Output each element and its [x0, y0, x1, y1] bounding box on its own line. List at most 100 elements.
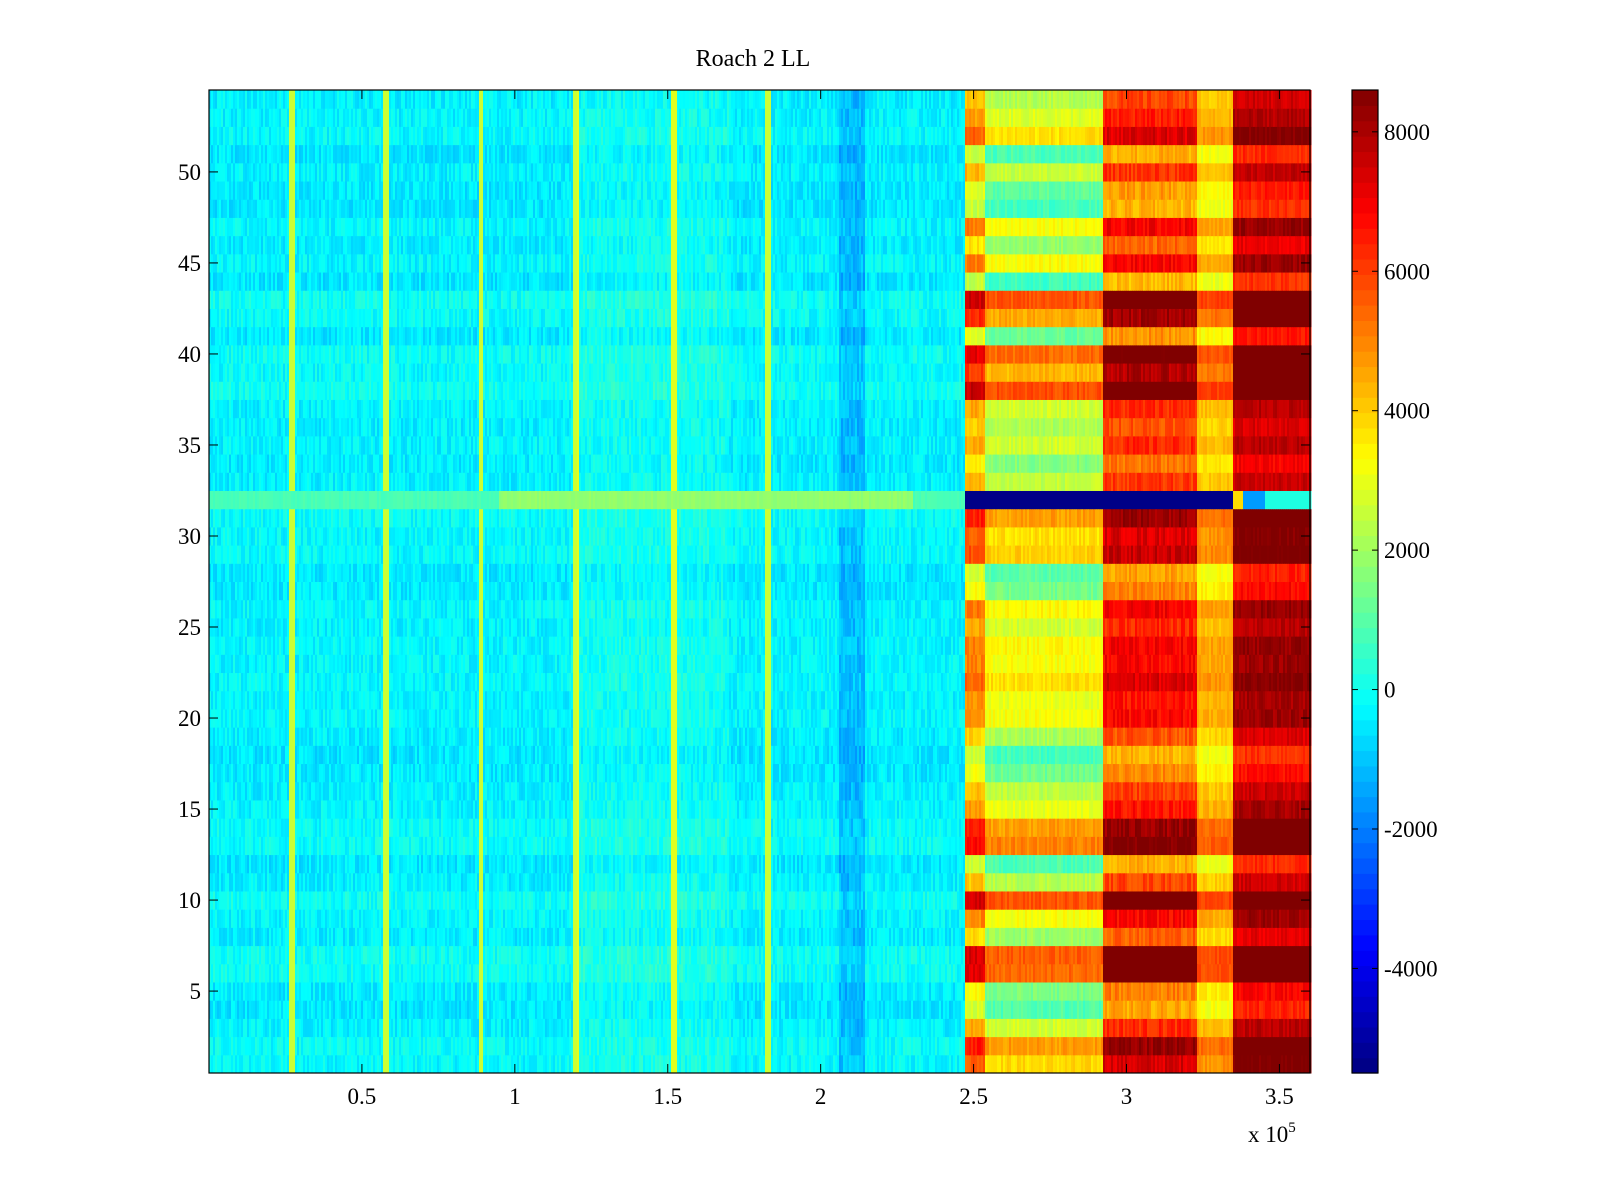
heatmap-cell: [1217, 1036, 1220, 1056]
heatmap-cell: [741, 1000, 744, 1019]
heatmap-cell: [861, 1000, 864, 1019]
heatmap-cell: [355, 1036, 358, 1056]
heatmap-cell: [455, 1054, 458, 1074]
heatmap-cell: [921, 1036, 924, 1056]
heatmap-cell: [1069, 1054, 1072, 1074]
heatmap-cell: [1235, 1018, 1238, 1038]
heatmap-cell: [1065, 1018, 1068, 1038]
heatmap-cell: [747, 1000, 750, 1019]
heatmap-cell: [571, 1054, 574, 1074]
heatmap-cell: [417, 1054, 420, 1074]
heatmap-cell: [565, 1018, 568, 1038]
heatmap-cell: [253, 1000, 256, 1019]
heatmap-cell: [619, 1054, 622, 1074]
heatmap-cell: [753, 1018, 756, 1038]
heatmap-cell: [1245, 1018, 1248, 1038]
heatmap-cell: [1155, 1018, 1158, 1038]
heatmap-cell: [729, 1054, 732, 1074]
heatmap-cell: [447, 1054, 450, 1074]
heatmap-cell: [955, 1000, 958, 1019]
heatmap-cell: [267, 1018, 270, 1038]
heatmap-cell: [447, 1018, 450, 1038]
heatmap-cell: [295, 1018, 298, 1038]
heatmap-cell: [567, 1054, 570, 1074]
heatmap-cell: [1097, 1018, 1100, 1038]
heatmap-cell: [593, 1036, 596, 1056]
heatmap-cell: [1003, 1000, 1006, 1019]
heatmap-cell: [1075, 1054, 1078, 1074]
heatmap-cell: [585, 1018, 588, 1038]
heatmap-cell: [839, 1018, 842, 1038]
heatmap-cell: [427, 1000, 430, 1019]
heatmap-cell: [549, 1000, 552, 1019]
heatmap-cell: [1133, 1018, 1136, 1038]
heatmap-cell: [963, 1054, 966, 1074]
heatmap-cell: [749, 1036, 752, 1056]
heatmap-cell: [547, 1000, 550, 1019]
heatmap-cell: [757, 1054, 760, 1074]
heatmap-cell: [637, 1036, 640, 1056]
heatmap-cell: [373, 1036, 376, 1056]
heatmap-cell: [209, 1054, 212, 1074]
heatmap-cell: [831, 1054, 834, 1074]
heatmap-cell: [1305, 1018, 1308, 1038]
heatmap-cell: [1099, 1054, 1102, 1074]
heatmap-cell: [783, 1036, 786, 1056]
heatmap-cell: [643, 1000, 646, 1019]
heatmap-cell: [695, 1018, 698, 1038]
heatmap-cell: [641, 1036, 644, 1056]
heatmap-cell: [567, 1036, 570, 1056]
heatmap-cell: [1045, 1054, 1048, 1074]
heatmap-cell: [1105, 1054, 1108, 1074]
heatmap-cell: [597, 1018, 600, 1038]
heatmap-cell: [457, 1036, 460, 1056]
heatmap-cell: [669, 1018, 672, 1038]
heatmap-cell: [579, 1054, 582, 1074]
heatmap-cell: [395, 1036, 398, 1056]
heatmap-cell: [763, 1054, 766, 1074]
heatmap-cell: [537, 1000, 540, 1019]
heatmap-cell: [563, 1054, 566, 1074]
heatmap-cell: [1169, 1018, 1172, 1038]
heatmap-cell: [969, 1054, 972, 1074]
heatmap-cell: [1055, 1018, 1058, 1038]
heatmap-cell: [253, 1036, 256, 1056]
heatmap-cell: [289, 1054, 292, 1074]
heatmap-cell: [341, 1036, 344, 1056]
heatmap-cell: [1057, 1018, 1060, 1038]
heatmap-cell: [1013, 1036, 1016, 1056]
heatmap-cell: [337, 1036, 340, 1056]
heatmap-cell: [479, 1036, 482, 1056]
heatmap-cell: [1211, 1018, 1214, 1038]
heatmap-cell: [811, 1018, 814, 1038]
heatmap-cell: [339, 1018, 342, 1038]
heatmap-cell: [769, 1018, 772, 1038]
heatmap-cell: [397, 1054, 400, 1074]
heatmap-cell: [381, 1036, 384, 1056]
heatmap-cell: [411, 1054, 414, 1074]
heatmap-cell: [663, 1054, 666, 1074]
heatmap-cell: [885, 1036, 888, 1056]
heatmap-cell: [965, 1018, 968, 1038]
heatmap-cell: [929, 1000, 932, 1019]
heatmap-cell: [907, 1000, 910, 1019]
heatmap-cell: [481, 1054, 484, 1074]
heatmap-cell: [919, 1054, 922, 1074]
heatmap-cell: [519, 1018, 522, 1038]
heatmap-cell: [257, 1036, 260, 1056]
heatmap-cell: [1275, 1018, 1278, 1038]
heatmap-cell: [755, 1036, 758, 1056]
heatmap-cell: [691, 1036, 694, 1056]
heatmap-cell: [733, 1018, 736, 1038]
heatmap-cell: [573, 1000, 576, 1019]
heatmap-cell: [1059, 1054, 1062, 1074]
heatmap-cell: [227, 1054, 230, 1074]
heatmap-cell: [699, 1018, 702, 1038]
heatmap-cell: [311, 1054, 314, 1074]
heatmap-cell: [239, 1036, 242, 1056]
heatmap-cell: [833, 1018, 836, 1038]
heatmap-cell: [381, 1018, 384, 1038]
heatmap-cell: [895, 1036, 898, 1056]
heatmap-cell: [1271, 1036, 1274, 1056]
heatmap-cell: [655, 1054, 658, 1074]
